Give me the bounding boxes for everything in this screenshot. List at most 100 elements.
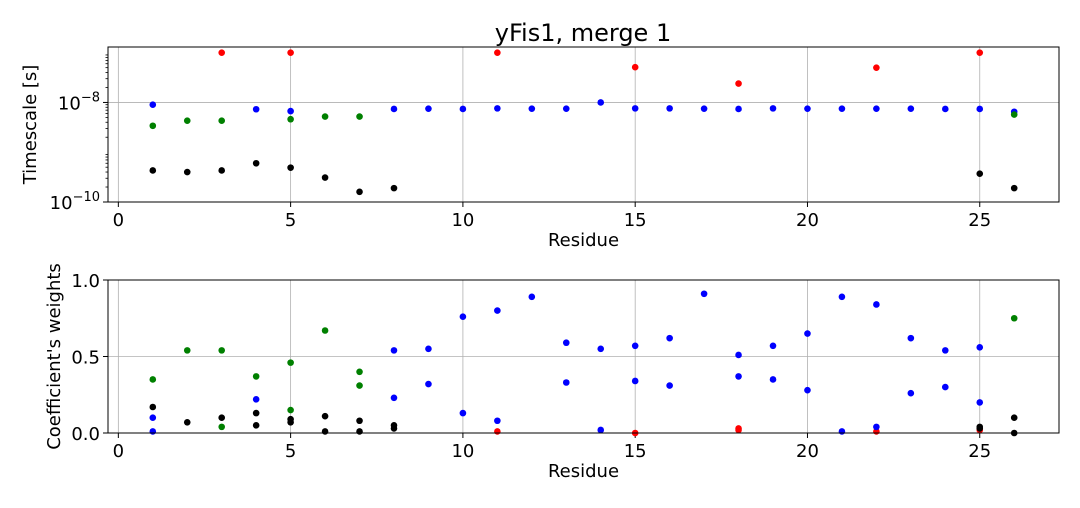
data-point xyxy=(873,64,880,71)
data-point xyxy=(804,386,811,394)
data-point xyxy=(735,105,742,113)
data-point xyxy=(425,345,432,353)
data-point xyxy=(287,107,294,115)
axes-frame xyxy=(107,46,1060,203)
data-point xyxy=(494,428,501,435)
data-point xyxy=(562,105,570,112)
data-point xyxy=(700,105,708,112)
x-tick-label: 0 xyxy=(113,441,124,462)
data-point xyxy=(941,105,949,113)
y-tick-label: 10−8 xyxy=(58,90,100,114)
y-tick-label: 0.5 xyxy=(71,348,100,369)
data-point xyxy=(252,159,260,167)
data-point xyxy=(287,359,294,366)
data-point xyxy=(149,414,157,422)
data-point xyxy=(356,113,363,120)
x-tick-label: 10 xyxy=(451,441,474,462)
x-tick-label: 15 xyxy=(624,210,647,231)
data-point xyxy=(631,377,639,385)
data-point xyxy=(597,99,605,106)
data-point xyxy=(356,382,363,389)
x-tick-label: 0 xyxy=(113,210,124,231)
series-3 xyxy=(149,314,1018,431)
data-point xyxy=(390,184,398,192)
data-point xyxy=(804,330,811,337)
data-point xyxy=(356,428,363,435)
data-point xyxy=(1010,184,1018,192)
data-point xyxy=(562,339,570,347)
data-point xyxy=(735,351,742,359)
data-point xyxy=(321,327,329,334)
data-point xyxy=(425,105,432,112)
y-axis-label: Coefficient's weights xyxy=(44,263,65,450)
series-2 xyxy=(149,99,1018,116)
subplot-2: 0 5 10 15 20 25 0.0 0.5 1.0 Residue Coefficient's … xyxy=(44,263,1060,482)
data-point xyxy=(804,105,811,112)
data-point xyxy=(218,347,226,354)
data-point xyxy=(769,376,777,383)
data-point xyxy=(666,382,673,389)
data-point xyxy=(528,293,536,301)
data-point xyxy=(287,406,294,414)
data-point xyxy=(873,423,880,431)
data-point xyxy=(976,425,984,432)
x-tick-label: 25 xyxy=(968,210,991,231)
series-1 xyxy=(494,425,984,437)
data-point xyxy=(252,373,260,380)
data-point xyxy=(976,170,984,178)
axes-frame xyxy=(107,279,1060,434)
data-point xyxy=(769,342,777,350)
x-tick-label: 5 xyxy=(285,441,296,462)
x-tick-label: 15 xyxy=(624,441,647,462)
data-point xyxy=(941,383,949,391)
data-point xyxy=(149,101,157,109)
y-tick-label: 1.0 xyxy=(71,271,100,292)
data-point xyxy=(1010,414,1018,422)
series-2 xyxy=(149,290,984,435)
data-point xyxy=(390,347,398,354)
data-point xyxy=(321,174,329,181)
data-point xyxy=(631,105,639,112)
data-point xyxy=(700,290,708,298)
data-point xyxy=(528,105,536,112)
data-point xyxy=(252,396,260,403)
data-point xyxy=(459,409,467,417)
x-tick-label: 5 xyxy=(285,210,296,231)
data-point xyxy=(838,293,846,301)
data-point xyxy=(218,167,226,174)
y-tick-label: 0.0 xyxy=(71,424,100,445)
data-point xyxy=(941,347,949,354)
data-point xyxy=(631,342,639,350)
data-point xyxy=(1010,111,1018,118)
data-point xyxy=(494,307,501,314)
data-point xyxy=(562,379,570,386)
subplot-1: 0 5 10 15 20 25 10−10 10−8 Residue Timescale [s] xyxy=(20,46,1060,251)
data-point xyxy=(287,49,294,56)
data-point xyxy=(183,117,191,124)
data-point xyxy=(459,105,467,113)
data-point xyxy=(390,105,398,113)
series-4 xyxy=(149,403,1018,437)
x-tick-label: 20 xyxy=(796,441,819,462)
data-point xyxy=(218,423,226,431)
data-point xyxy=(907,334,915,342)
data-point xyxy=(252,422,260,429)
data-point xyxy=(735,80,742,87)
data-point xyxy=(976,399,984,406)
data-point xyxy=(252,105,260,113)
data-point xyxy=(149,122,157,130)
x-tick-label: 25 xyxy=(968,441,991,462)
data-point xyxy=(631,63,639,71)
data-point xyxy=(425,380,432,388)
data-point xyxy=(838,428,846,435)
data-point xyxy=(907,105,915,112)
data-point xyxy=(873,105,880,112)
data-point xyxy=(459,313,467,321)
data-point xyxy=(149,428,157,435)
series-1 xyxy=(218,49,984,87)
data-point xyxy=(218,117,226,124)
data-point xyxy=(356,188,363,196)
data-point xyxy=(769,105,777,112)
